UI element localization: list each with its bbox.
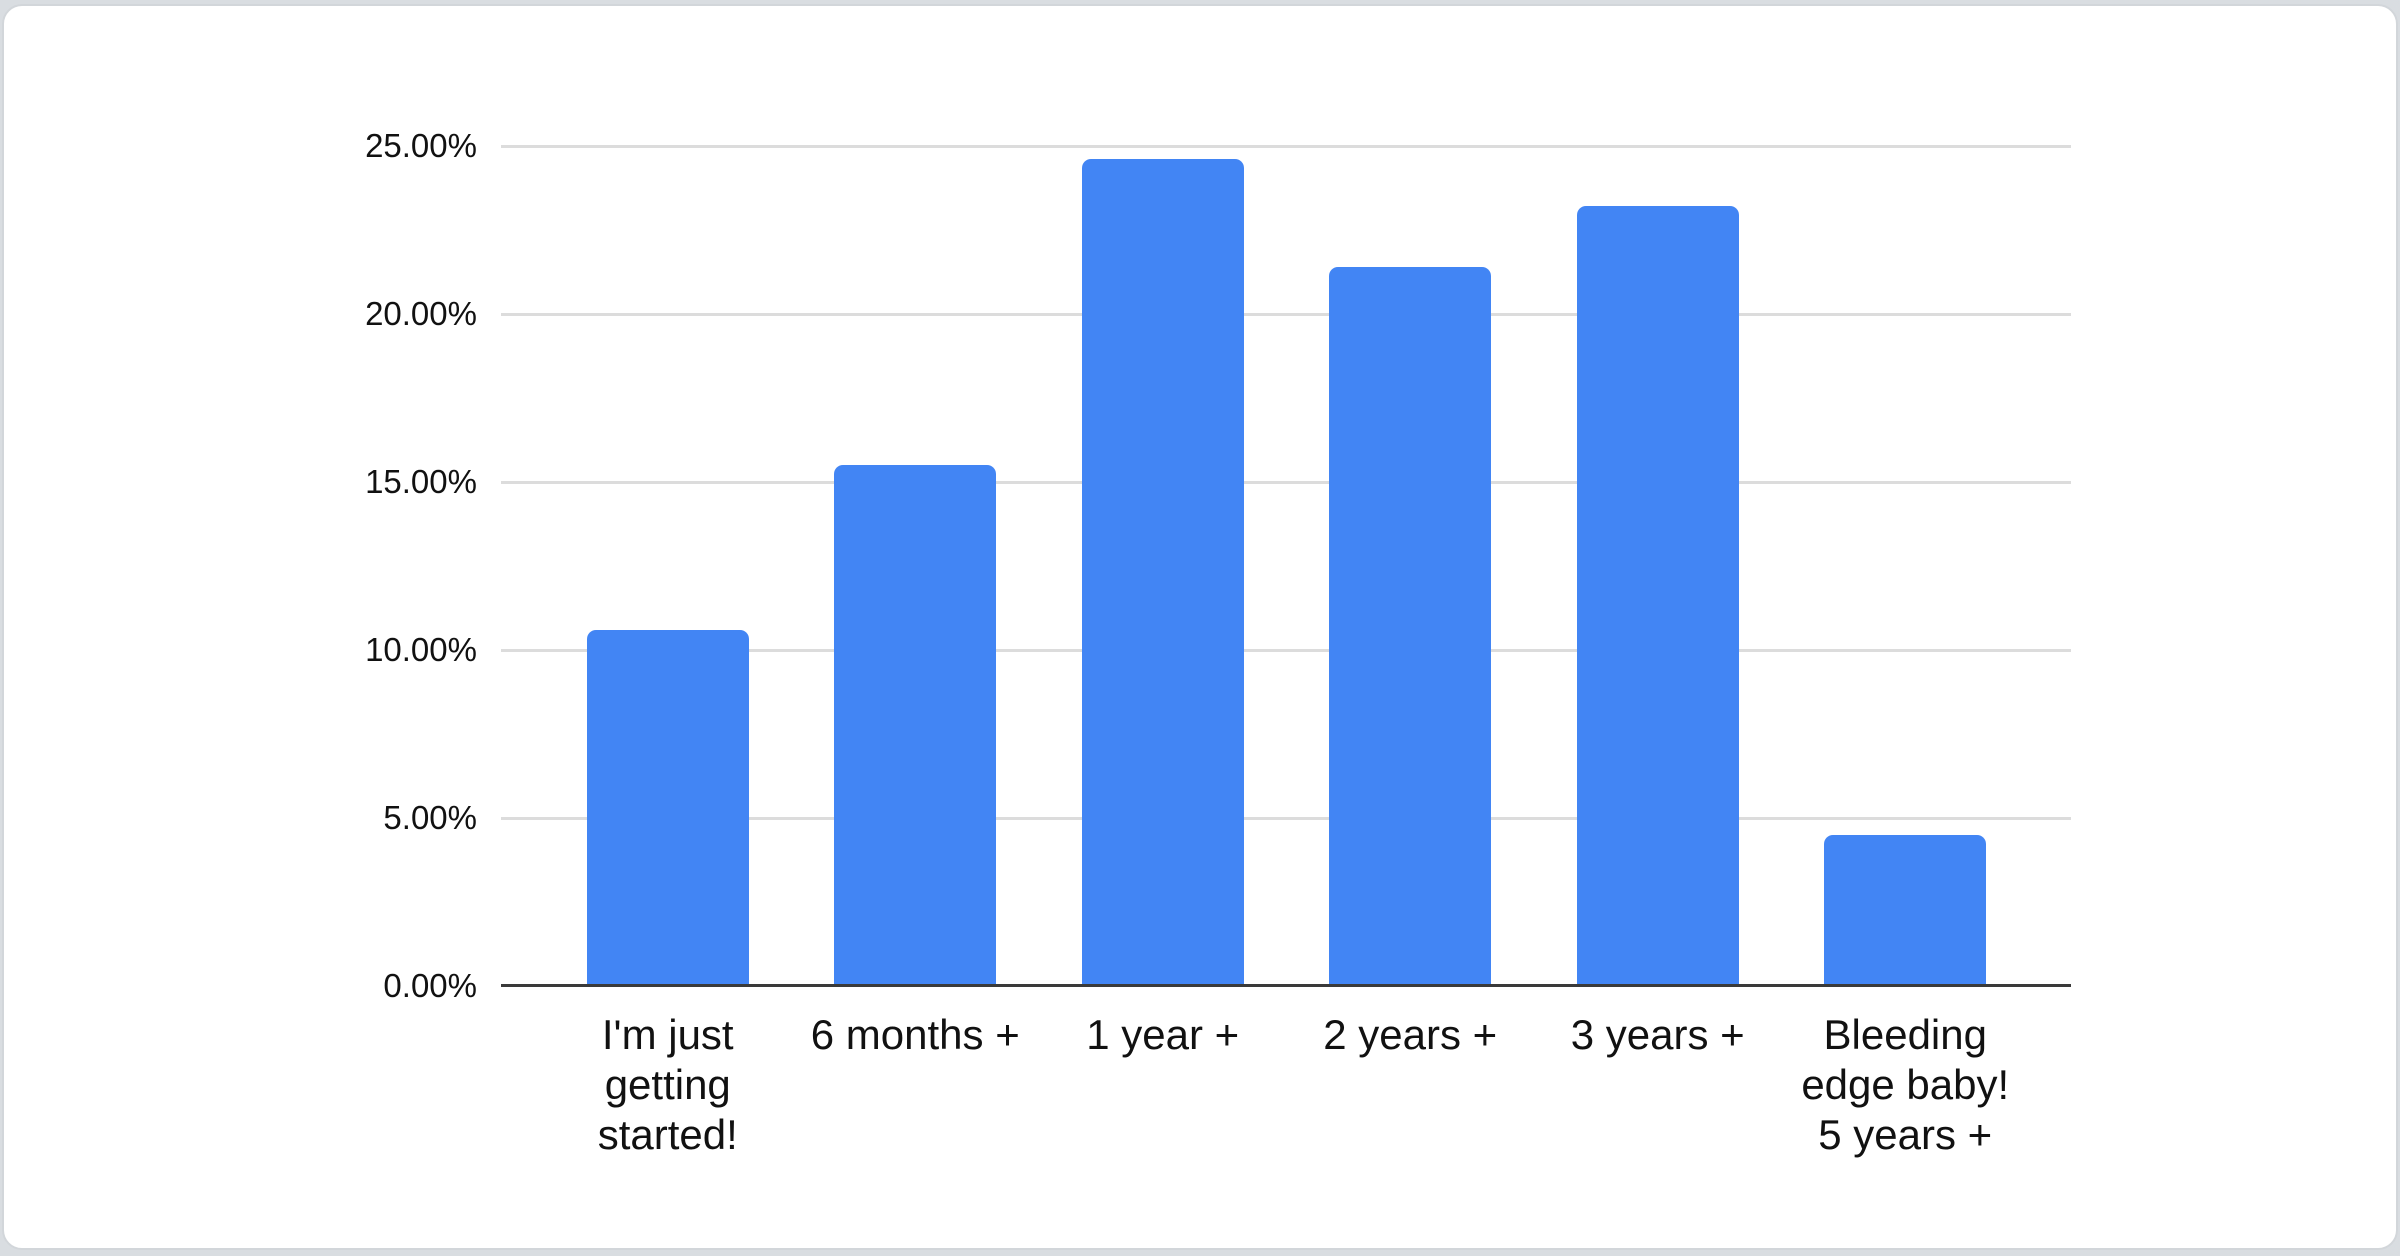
x-axis-label: 6 months + [810, 1011, 1020, 1058]
x-axis-label: Bleeding edge baby! 5 years + [1801, 1011, 2010, 1158]
gridline-15 [501, 481, 2071, 484]
bar-5[interactable] [1576, 206, 1739, 986]
x-axis-label: 3 years + [1570, 1011, 1745, 1058]
x-axis-label: 2 years + [1323, 1011, 1498, 1058]
y-tick-label: 10.00% [365, 631, 477, 668]
x-axis-label: 1 year + [1086, 1011, 1240, 1058]
gridline-25 [501, 145, 2071, 148]
bar-2[interactable] [834, 465, 997, 986]
plot-area: 25.00% 20.00% 15.00% 10.00% 5.00% 0.00% I'm j… [365, 127, 2071, 1158]
x-axis-label: I'm just getting started! [597, 1011, 738, 1158]
category-slot: Bleeding edge baby! 5 years + [1782, 146, 2030, 1158]
chart-card: 25.00% 20.00% 15.00% 10.00% 5.00% 0.00% I'm j… [2, 4, 2398, 1250]
bar-3[interactable] [1081, 159, 1244, 986]
x-axis-line [501, 984, 2071, 987]
category-slot: 1 year + [1039, 146, 1287, 1058]
bar-1[interactable] [586, 629, 749, 986]
y-tick-label: 15.00% [365, 463, 477, 500]
category-slot: 6 months + [792, 146, 1040, 1058]
y-tick-label: 25.00% [365, 127, 477, 164]
category-slot: 2 years + [1287, 146, 1535, 1058]
gridline-20 [501, 313, 2071, 316]
category-slot: 3 years + [1534, 146, 1782, 1058]
gridline-10 [501, 649, 2071, 652]
bar-6[interactable] [1824, 834, 1987, 986]
y-tick-label: 20.00% [365, 295, 477, 332]
bars-container: I'm just getting started! 6 months + 1 yea… [544, 146, 2030, 1158]
y-tick-label: 5.00% [383, 799, 477, 836]
y-tick-label: 0.00% [383, 967, 477, 1004]
gridline-5 [501, 817, 2071, 820]
bar-4[interactable] [1329, 266, 1492, 986]
category-slot: I'm just getting started! [544, 146, 792, 1158]
